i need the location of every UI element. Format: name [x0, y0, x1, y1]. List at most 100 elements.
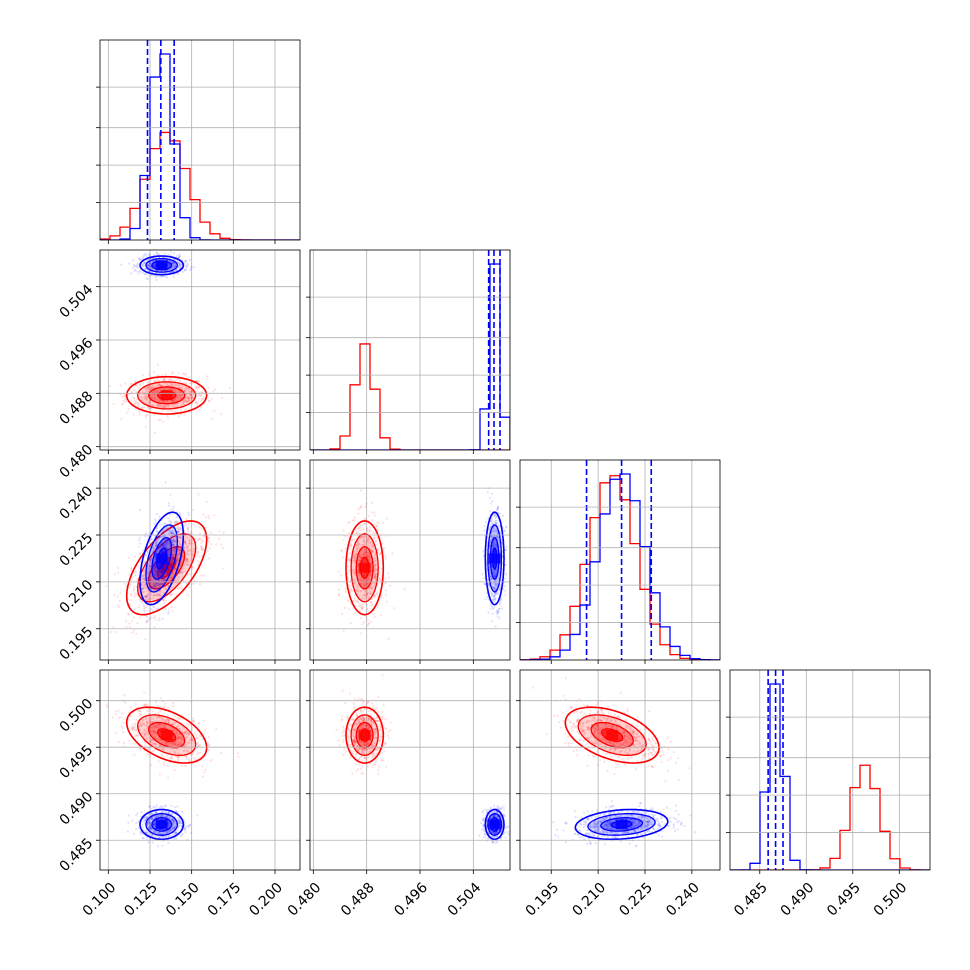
scatter-point: [367, 538, 370, 542]
scatter-point: [159, 387, 162, 390]
scatter-point: [136, 265, 139, 268]
scatter-point: [130, 594, 133, 597]
scatter-point: [133, 585, 136, 588]
scatter-point: [153, 563, 156, 566]
scatter-point: [149, 262, 152, 265]
scatter-point: [122, 399, 125, 403]
scatter-point: [171, 553, 175, 556]
scatter-point: [134, 570, 138, 573]
scatter-point: [207, 743, 211, 746]
panel-content: [310, 250, 510, 450]
y-tick-label: 0.240: [57, 483, 97, 523]
scatter-point: [128, 740, 131, 743]
scatter-point: [491, 545, 495, 548]
scatter-point: [160, 404, 163, 407]
scatter-point: [151, 268, 154, 271]
scatter-point: [371, 550, 375, 553]
scatter-point: [359, 489, 362, 492]
scatter-point: [150, 553, 153, 557]
scatter-point: [191, 396, 194, 399]
scatter-point: [164, 588, 167, 591]
scatter-point: [182, 567, 185, 570]
scatter-point: [180, 559, 183, 562]
scatter-point: [170, 382, 173, 386]
scatter-point: [176, 743, 179, 746]
scatter-point: [491, 612, 494, 615]
scatter-point: [144, 734, 147, 737]
scatter-point: [164, 539, 167, 542]
density-peak-1: [358, 562, 371, 573]
scatter-point: [145, 397, 148, 400]
scatter-point: [119, 393, 122, 396]
scatter-point: [166, 764, 169, 768]
scatter-point: [178, 736, 181, 740]
scatter-point: [153, 547, 157, 550]
scatter-point: [183, 389, 186, 392]
scatter-point: [192, 266, 195, 269]
scatter-point: [154, 730, 158, 734]
scatter-point: [157, 760, 160, 763]
scatter-point: [153, 546, 156, 549]
panel-2-2: [516, 459, 721, 664]
scatter-point: [163, 252, 167, 255]
scatter-point: [195, 733, 198, 736]
scatter-point: [374, 540, 377, 543]
panel-content: [100, 40, 300, 240]
scatter-point: [494, 545, 498, 548]
scatter-point: [368, 526, 371, 529]
scatter-point: [164, 543, 167, 546]
scatter-point: [195, 386, 198, 389]
scatter-point: [144, 268, 147, 271]
scatter-point: [141, 591, 145, 594]
scatter-point: [355, 600, 358, 603]
scatter-point: [150, 387, 153, 390]
scatter-point: [161, 542, 164, 545]
scatter-point: [187, 732, 190, 735]
scatter-point: [355, 547, 359, 550]
scatter-point: [159, 582, 162, 586]
scatter-point: [139, 723, 143, 727]
scatter-point: [147, 570, 150, 573]
scatter-point: [143, 261, 146, 264]
scatter-point: [184, 557, 188, 560]
scatter-point: [186, 400, 189, 403]
scatter-point: [190, 393, 193, 396]
scatter-point: [349, 544, 353, 547]
scatter-point: [137, 545, 140, 548]
scatter-point: [148, 373, 151, 376]
scatter-point: [177, 396, 181, 399]
scatter-point: [149, 578, 153, 581]
scatter-point: [188, 258, 192, 261]
scatter-point: [347, 558, 350, 561]
scatter-point: [376, 548, 379, 551]
scatter-point: [153, 573, 156, 577]
scatter-point: [141, 718, 144, 721]
scatter-point: [167, 541, 170, 545]
scatter-point: [344, 590, 347, 593]
scatter-point: [372, 557, 375, 560]
scatter-point: [361, 607, 364, 610]
scatter-point: [367, 582, 370, 585]
scatter-point: [159, 569, 162, 572]
scatter-point: [144, 637, 147, 641]
scatter-point: [367, 578, 371, 581]
scatter-point: [167, 409, 170, 413]
scatter-point: [177, 553, 180, 556]
scatter-point: [498, 512, 501, 515]
scatter-point: [186, 741, 189, 744]
scatter-point: [160, 582, 163, 586]
scatter-point: [162, 569, 165, 572]
scatter-point: [162, 598, 165, 601]
scatter-point: [165, 527, 169, 530]
scatter-point: [353, 519, 356, 522]
scatter-point: [158, 583, 161, 586]
scatter-point: [172, 544, 175, 547]
scatter-point: [150, 538, 153, 541]
scatter-point: [172, 383, 175, 386]
scatter-point: [483, 529, 486, 532]
scatter-point: [198, 583, 202, 586]
scatter-point: [200, 548, 203, 551]
scatter-point: [150, 386, 153, 390]
scatter-point: [190, 729, 193, 732]
scatter-point: [368, 587, 371, 590]
